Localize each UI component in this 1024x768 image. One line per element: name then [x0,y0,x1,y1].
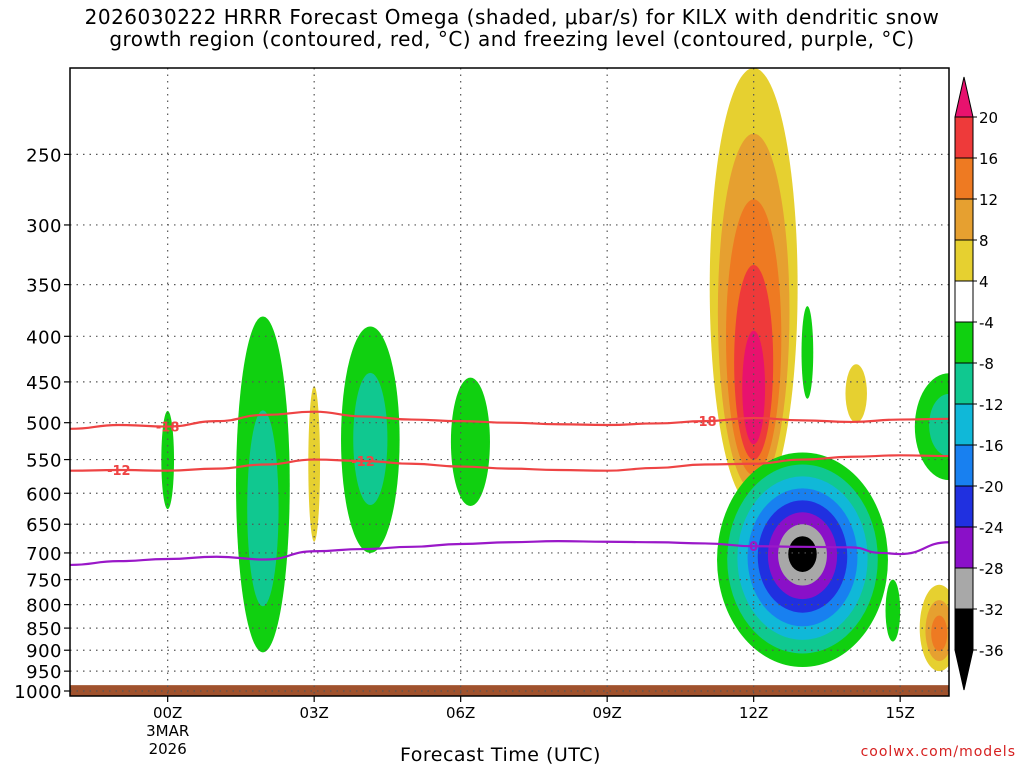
contour-label--18-1: -18 [693,415,717,430]
y-tick-label-700: 700 [26,544,62,565]
colorbar-segment-2 [954,198,974,241]
contour-label--18-0: -18 [156,421,180,436]
omega-shading [161,68,949,672]
y-tick-label-500: 500 [26,414,62,435]
x-axis-label: Forecast Time (UTC) [400,744,601,766]
x-tick-sublabel-year: 2026 [149,740,187,758]
y-tick-label-800: 800 [26,596,62,617]
colorbar-segment-8 [954,444,974,487]
colorbar-segment-3 [954,239,974,282]
x-tick-label-00Z: 00Z [153,704,182,722]
x-tick-label-03Z: 03Z [299,704,328,722]
omega-blob-8-level-0 [845,364,867,423]
colorbar-segment-9 [954,485,974,528]
y-tick-label-250: 250 [26,145,62,166]
x-tick-sublabel-date: 3MAR [146,722,189,740]
y-tick-label-350: 350 [26,276,62,297]
y-tick-label-300: 300 [26,216,62,237]
y-tick-label-1000: 1000 [14,682,62,703]
y-tick-label-950: 950 [26,662,62,683]
y-tick-label-400: 400 [26,327,62,348]
colorbar-bottom-arrow [954,649,974,691]
colorbar-label-5: -4 [979,314,994,332]
contour-0 [70,540,949,567]
colorbar-label-12: -32 [979,601,1004,619]
y-tick-label-900: 900 [26,641,62,662]
credit-link[interactable]: coolwx.com/models [860,744,1016,760]
colorbar-segment-10 [954,526,974,569]
contour-label-0-0: 0 [749,540,758,555]
colorbar-label-13: -36 [979,642,1004,660]
colorbar-label-2: 12 [979,191,998,209]
y-tick-label-600: 600 [26,484,62,505]
colorbar-label-8: -16 [979,437,1004,455]
colorbar-segment-5 [954,321,974,364]
colorbar-top-arrow [954,76,974,118]
colorbar-segment-7 [954,403,974,446]
omega-blob-1-level-1 [247,410,279,607]
colorbar-segment-12 [954,608,974,651]
omega-blob-7-level-0 [801,306,814,399]
y-tick-label-850: 850 [26,619,62,640]
grid-lines [70,68,949,696]
chart-title: 2026030222 HRRR Forecast Omega (shaded, … [84,5,940,51]
contour-lines: -18 -18 -12 -12 0 [70,410,949,567]
y-tick-label-450: 450 [26,373,62,394]
colorbar-label-10: -24 [979,519,1004,537]
x-tick-label-09Z: 09Z [592,704,621,722]
omega-blob-11-level-0 [885,579,901,642]
colorbar-segment-11 [954,567,974,610]
colorbar-label-11: -28 [979,560,1004,578]
omega-blob-10-level-2 [931,615,948,652]
colorbar-label-9: -20 [979,478,1004,496]
omega-blob-3-level-1 [353,372,388,505]
colorbar-label-4: 4 [979,273,989,291]
colorbar-label-3: 8 [979,232,989,250]
colorbar: 20 16 12 8 4 -4 -8 -12 -16 -20 -24 -28 -32 -36 [954,76,1004,691]
terrain-surface [70,685,949,696]
omega-blob-6-level-7 [788,536,817,572]
colorbar-label-0: 20 [979,109,998,127]
x-tick-label-12Z: 12Z [739,704,768,722]
terrain-fill [70,685,949,696]
contour--12 [70,454,949,472]
x-tick-label-15Z: 15Z [885,704,914,722]
colorbar-segment-1 [954,157,974,200]
x-tick-label-06Z: 06Z [446,704,475,722]
colorbar-label-6: -8 [979,355,994,373]
colorbar-label-7: -12 [979,396,1004,414]
y-axis: 2503003504004505005506006507007508008509… [14,145,70,703]
y-tick-label-550: 550 [26,451,62,472]
omega-blob-9-level-1 [929,393,949,457]
contour-label--12-0: -12 [107,464,131,479]
y-tick-label-650: 650 [26,515,62,536]
contour--18 [70,410,949,430]
colorbar-label-1: 16 [979,150,998,168]
colorbar-segment-4 [954,280,974,323]
colorbar-segment-6 [954,362,974,405]
omega-blob-4-level-0 [450,377,490,506]
y-tick-label-750: 750 [26,571,62,592]
contour-label--12-1: -12 [351,455,375,470]
colorbar-segment-0 [954,116,974,159]
omega-blob-2-level-0 [308,386,321,542]
